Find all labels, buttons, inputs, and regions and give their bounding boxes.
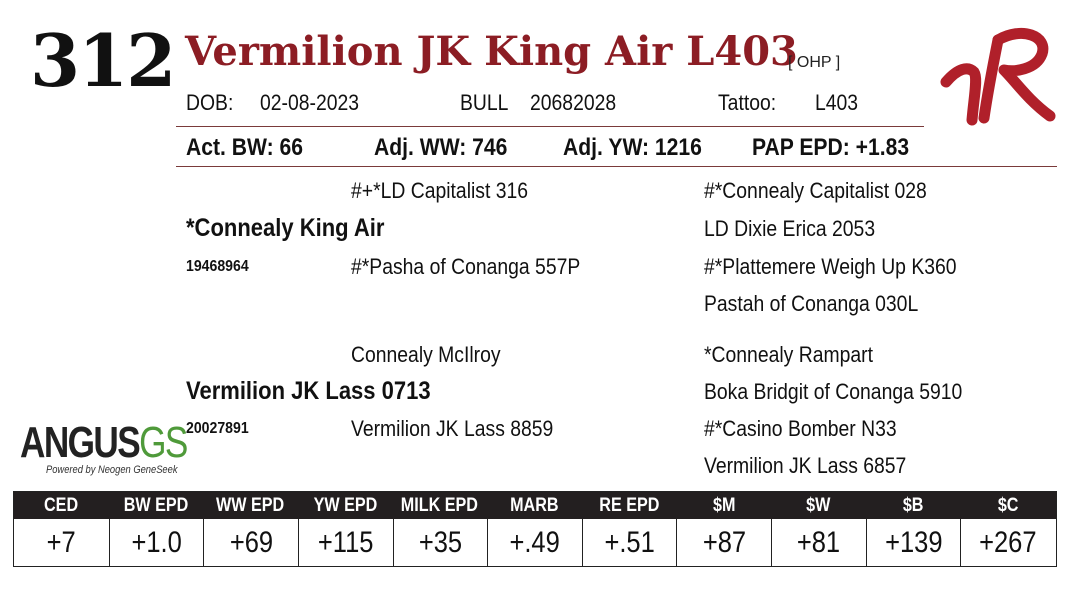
epd-header-ced: CED [44,495,79,516]
epd-header-dollar-c: $C [997,495,1018,516]
epd-value-milk-epd: +35 [392,519,488,566]
sire-name: *Connealy King Air [186,214,385,242]
epd-value-ced: +7 [46,526,76,559]
dob-value: 02-08-2023 [260,90,360,115]
epd-value-re-epd: +.51 [581,519,677,566]
epd-value-dollar-b: +139 [865,519,961,566]
dam-sire-dam: Boka Bridgit of Conanga 5910 [704,379,963,404]
epd-header-dollar-m: $M [712,495,735,516]
epd-header-dollar-b: $B [902,495,924,516]
epd-value-marb-epd: +.49 [487,519,582,566]
epd-value-ww-epd: +69 [203,519,298,566]
tattoo-label: Tattoo: [718,90,777,115]
epd-value-yw-epd: +115 [297,519,393,566]
lot-number: 312 [30,18,176,103]
pap-epd: PAP EPD: +1.83 [752,134,910,161]
dob-label: DOB: [186,90,234,115]
gs-logo-text: GS [139,418,188,467]
actual-birth-weight: Act. BW: 66 [186,134,303,161]
epd-value-dollar-m: +87 [676,519,771,566]
sire-sire-sire: #*Connealy Capitalist 028 [704,178,927,203]
adjusted-weaning-weight: Adj. WW: 746 [374,134,508,161]
tag-label: [ OHP ] [788,54,841,71]
angus-gs-logo: ANGUSGS [20,418,188,468]
epd-header-re-epd: RE EPD [599,495,660,516]
sex-value: BULL [460,90,509,115]
sire-dam-sire: #*Plattemere Weigh Up K360 [704,254,957,279]
epd-header-row: CED BW EPD WW EPD YW EPD MILK EPD MARB EPD RE … [14,492,1056,543]
epd-value-dollar-w: +81 [771,519,866,566]
epd-header-bw-epd: BW EPD [123,495,189,516]
epd-header-marb-epd: MARB EPD [510,495,559,543]
epd-header-ww-epd: WW EPD [216,495,285,516]
animal-name: Vermilion JK King Air L403 [185,28,798,75]
sire-dam-dam: Pastah of Conanga 030L [704,291,919,316]
dam-dam-sire: #*Casino Bomber N33 [704,416,897,441]
epd-table: CED BW EPD WW EPD YW EPD MILK EPD MARB EPD RE … [13,491,1057,567]
sire-sire-dam: LD Dixie Erica 2053 [704,216,876,241]
epd-value-dollar-c: +267 [960,519,1055,566]
adjusted-yearling-weight: Adj. YW: 1216 [563,134,702,161]
divider-top [176,126,924,127]
logo-powered-by: Powered by Neogen GeneSeek [46,464,178,476]
tattoo-value: L403 [815,90,859,115]
dam-sire: Connealy McIlroy [351,342,501,367]
registration-number: 20682028 [530,90,617,115]
dam-sire-sire: *Connealy Rampart [704,342,873,367]
sire-dam: #*Pasha of Conanga 557P [351,254,581,279]
sire-registration: 19468964 [186,258,249,275]
epd-value-bw-epd: +1.0 [108,519,204,566]
dam-name: Vermilion JK Lass 0713 [186,377,431,405]
epd-header-milk-epd: MILK EPD [401,495,479,516]
dam-dam-dam: Vermilion JK Lass 6857 [704,453,907,478]
divider-bottom [176,166,1057,167]
angus-logo-text: ANGUS [20,418,141,467]
dam-dam: Vermilion JK Lass 8859 [351,416,554,441]
epd-header-dollar-w: $W [806,495,831,516]
sire-sire: #+*LD Capitalist 316 [351,178,529,203]
brand-logo-icon [940,27,1056,126]
dam-registration: 20027891 [186,420,249,437]
epd-header-yw-epd: YW EPD [313,495,378,516]
